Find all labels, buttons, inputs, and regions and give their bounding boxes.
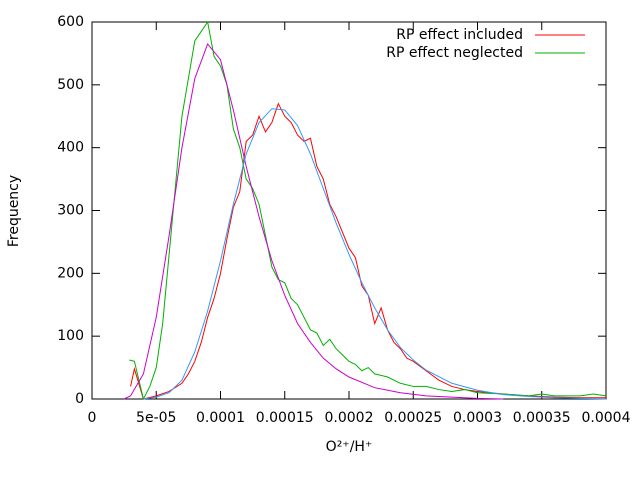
series-line [130, 102, 606, 400]
legend-label: RP effect included [396, 27, 523, 43]
y-tick-label: 200 [57, 265, 84, 281]
y-tick-label: 400 [57, 140, 84, 156]
x-tick-label: 0.0002 [325, 410, 374, 426]
y-tick-label: 0 [75, 391, 84, 407]
x-tick-label: 0 [88, 410, 97, 426]
x-tick-label: 0.00015 [256, 410, 314, 426]
y-tick-label: 600 [57, 14, 84, 30]
series-line [129, 20, 607, 401]
x-tick-label: 5e-05 [136, 410, 176, 426]
plot-border [91, 21, 607, 400]
x-tick-label: 0.00035 [513, 410, 571, 426]
series-line [123, 42, 504, 400]
y-tick-label: 100 [57, 328, 84, 344]
series-line [143, 108, 607, 400]
x-tick-label: 0.00025 [384, 410, 442, 426]
y-tick-label: 300 [57, 203, 84, 219]
x-tick-label: 0.0003 [453, 410, 502, 426]
y-axis-label: Frequency [6, 175, 22, 247]
x-tick-label: 0.0004 [582, 410, 631, 426]
legend-label: RP effect neglected [386, 45, 523, 61]
y-tick-label: 500 [57, 77, 84, 93]
x-axis-label: O²⁺/H⁺ [326, 439, 373, 455]
x-tick-label: 0.0001 [196, 410, 245, 426]
